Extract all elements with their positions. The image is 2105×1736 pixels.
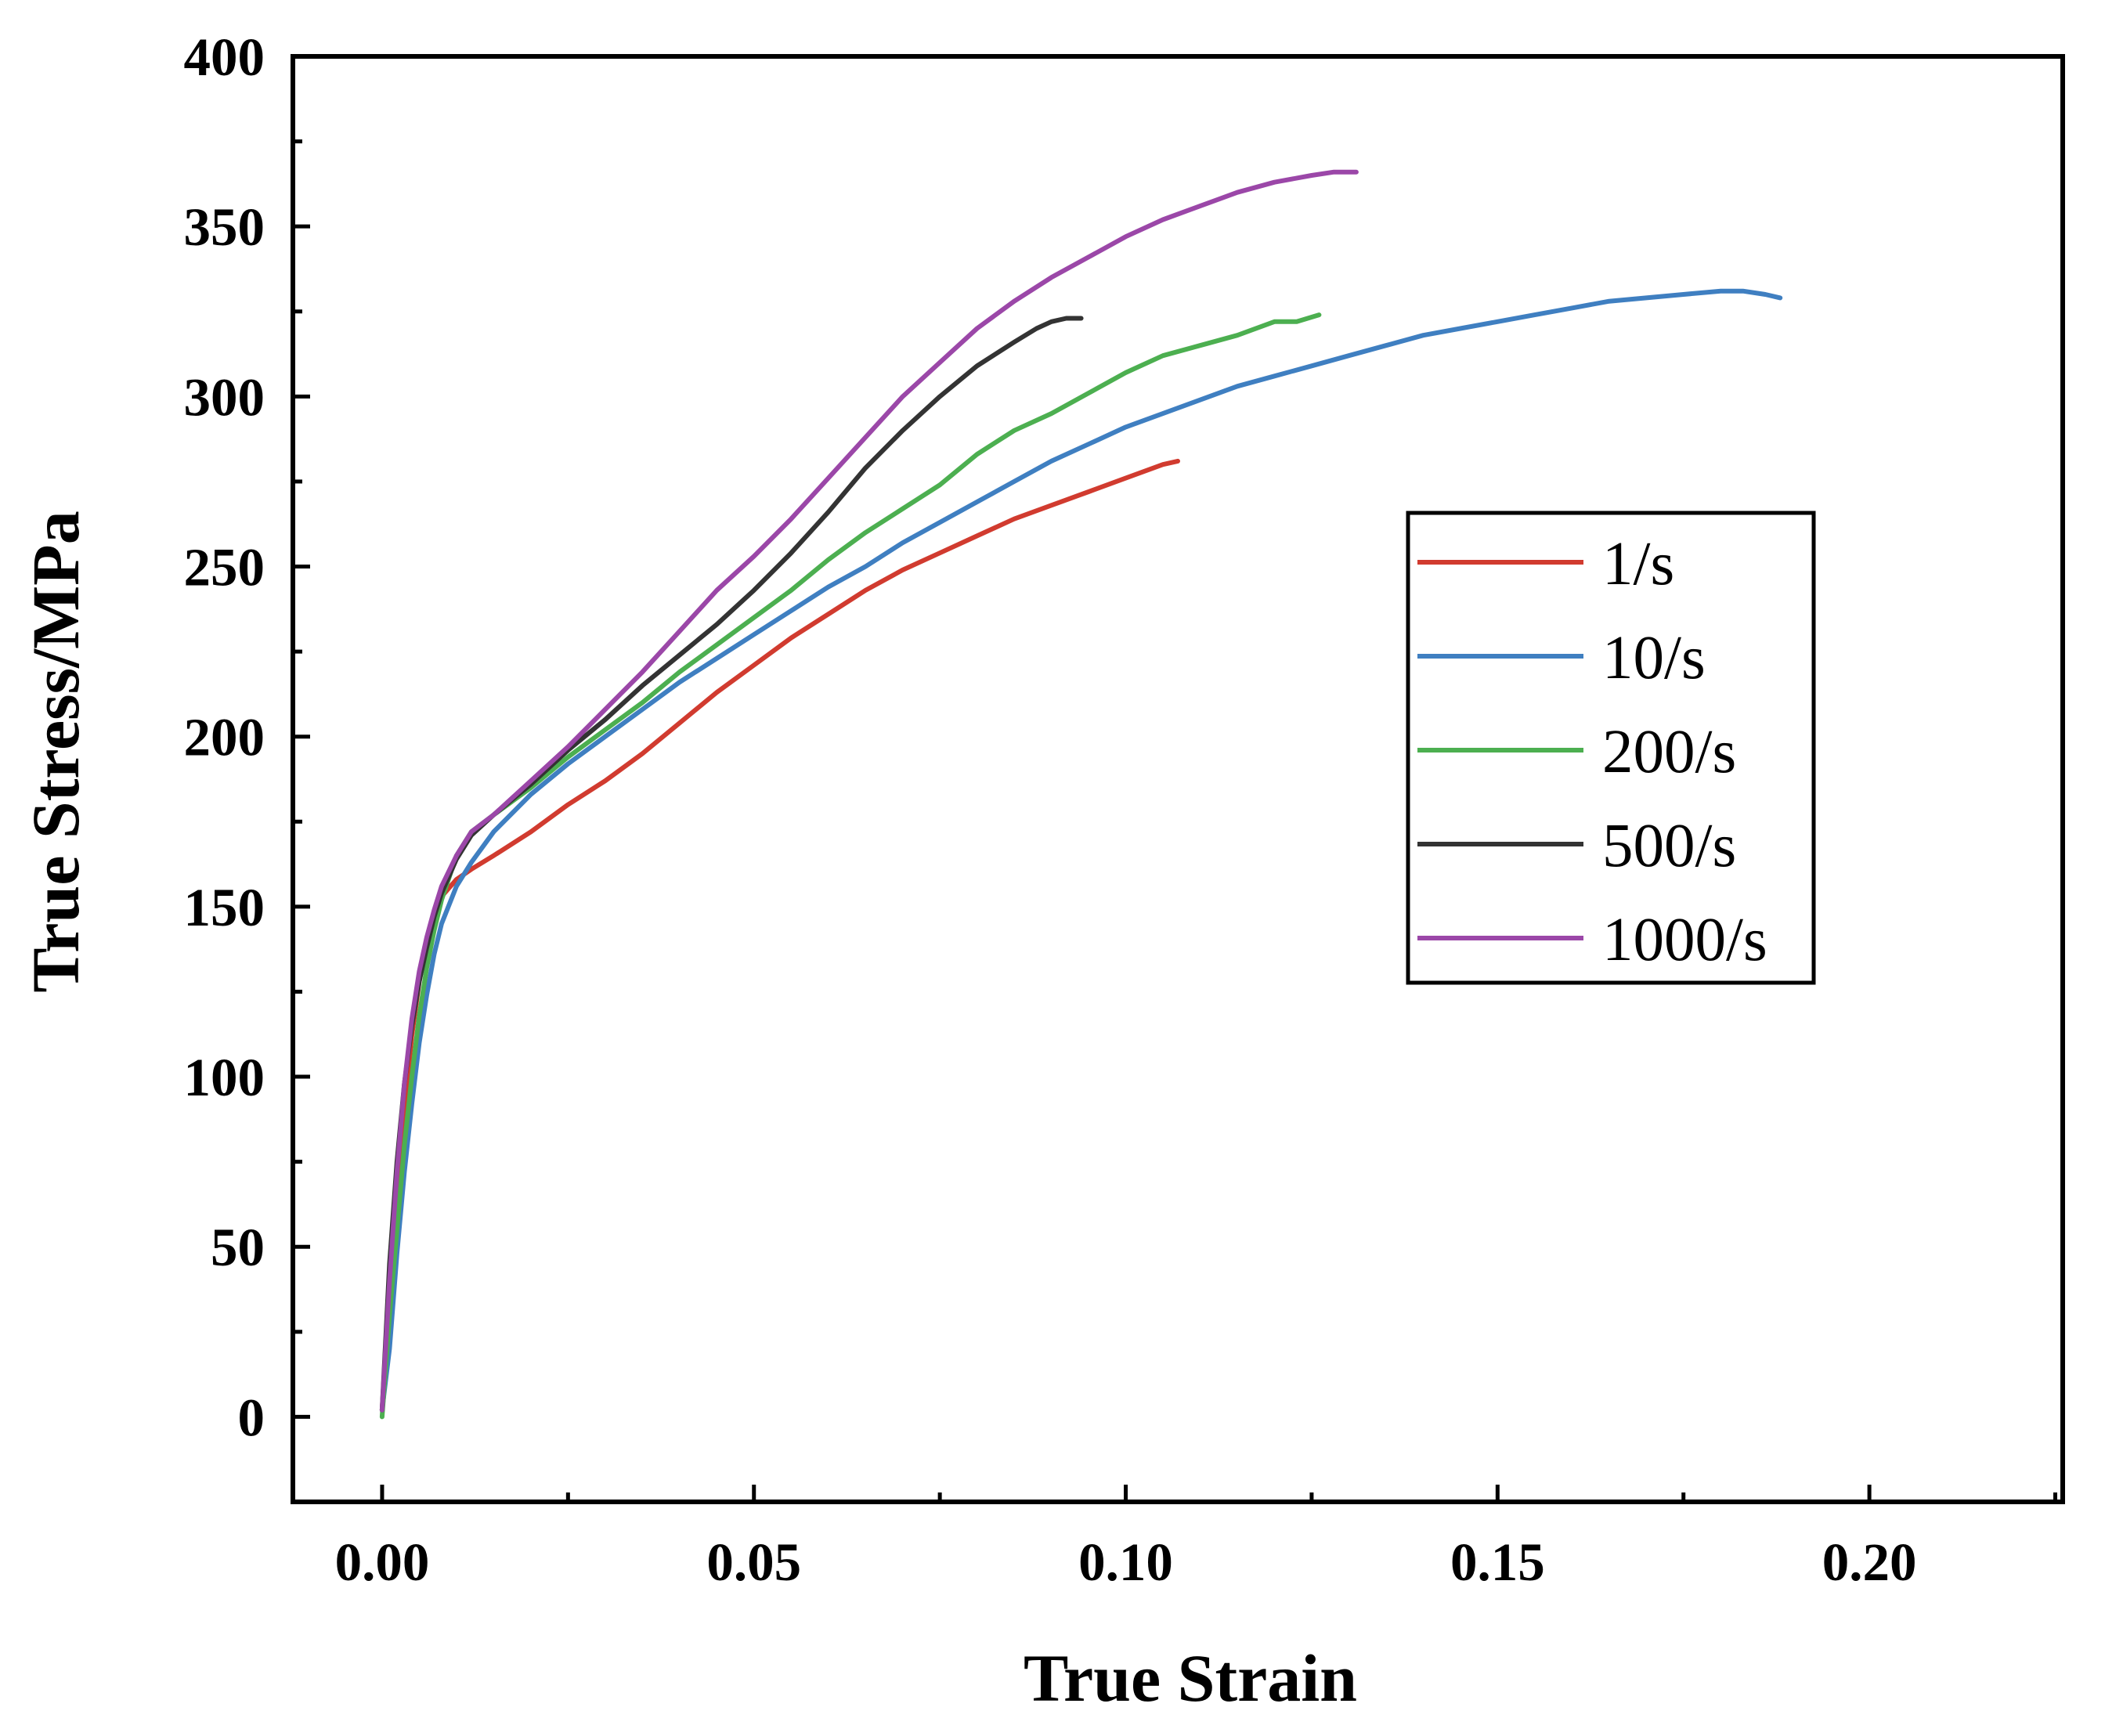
y-tick-label: 400 <box>184 27 265 87</box>
tick-layer <box>293 54 2058 1502</box>
legend-label-3: 500/s <box>1602 812 1736 880</box>
y-tick-label: 150 <box>184 878 265 937</box>
legend-label-2: 200/s <box>1602 718 1736 786</box>
x-tick-label: 0.00 <box>335 1532 430 1592</box>
x-tick-label: 0.10 <box>1078 1532 1173 1592</box>
y-axis-title: True Stress/MPa <box>18 511 93 992</box>
y-tick-label: 250 <box>184 538 265 597</box>
series-line-4 <box>379 169 1359 1413</box>
x-tick-label: 0.20 <box>1822 1532 1917 1592</box>
x-axis-title: True Strain <box>1024 1640 1357 1716</box>
y-tick-label: 50 <box>211 1218 265 1277</box>
legend-label-1: 10/s <box>1602 624 1706 692</box>
y-tick-label: 200 <box>184 708 265 767</box>
y-tick-label: 350 <box>184 197 265 257</box>
y-tick-label: 100 <box>184 1048 265 1107</box>
legend: 1/s 10/s 200/s 500/s 1000/s <box>1406 511 1816 985</box>
plot-frame <box>291 54 2065 1504</box>
tick-label-layer: 0 50 100 150 200 250 300 350 400 0.00 0.05 0.10 0.15… <box>184 27 1917 1592</box>
series-line-3 <box>379 316 1084 1413</box>
x-tick-label: 0.15 <box>1450 1532 1545 1592</box>
series-line-2 <box>379 312 1322 1420</box>
y-tick-label: 300 <box>184 367 265 427</box>
legend-label-0: 1/s <box>1602 530 1674 598</box>
x-tick-label: 0.05 <box>706 1532 801 1592</box>
legend-label-4: 1000/s <box>1602 906 1767 974</box>
series-line-0 <box>379 458 1180 1413</box>
series-line-1 <box>379 288 1783 1413</box>
y-tick-label: 0 <box>238 1388 265 1447</box>
series-layer <box>379 169 1783 1420</box>
